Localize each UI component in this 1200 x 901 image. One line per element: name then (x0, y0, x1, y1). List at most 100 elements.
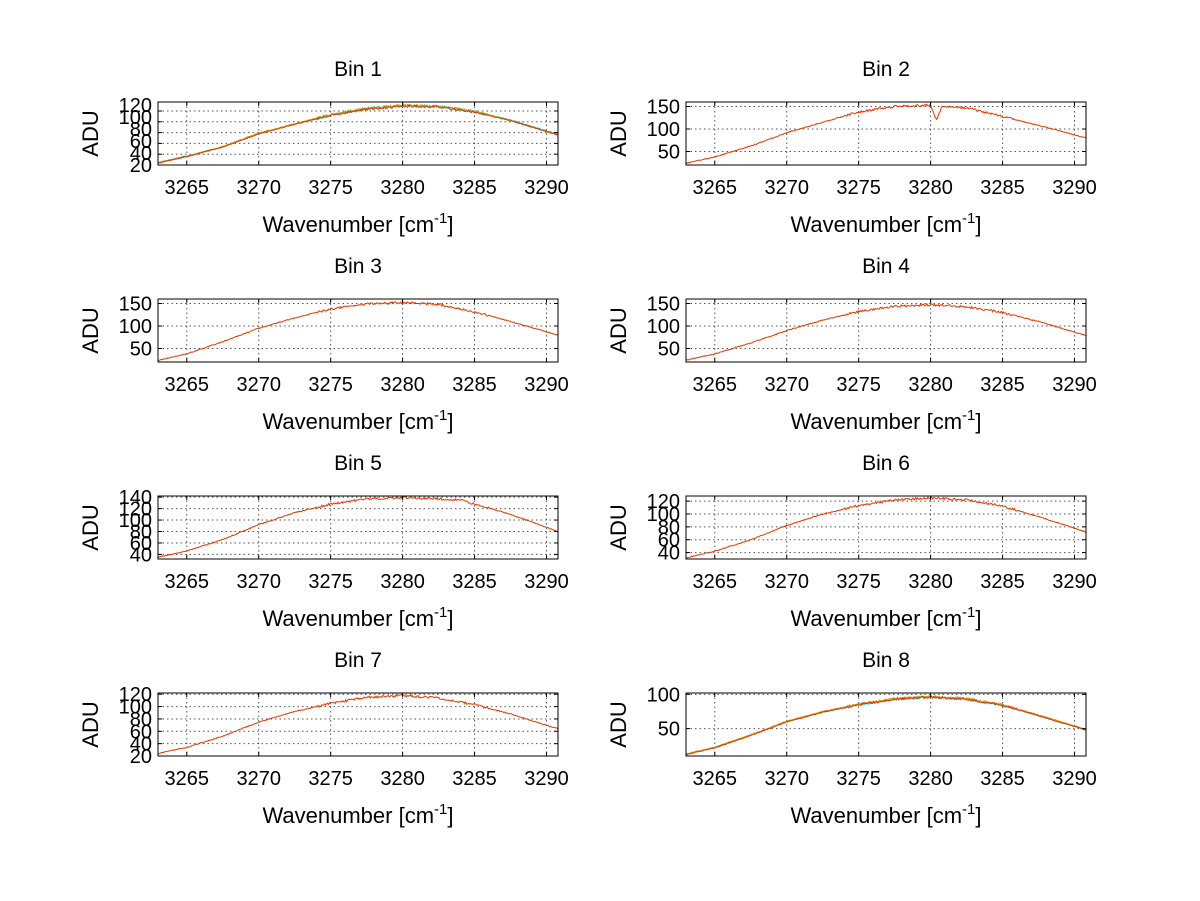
axes-box (685, 495, 1087, 560)
x-axis-label-end: ] (447, 212, 453, 237)
series-line-1 (685, 302, 1087, 361)
x-axis-label: Wavenumber [cm-1] (262, 801, 453, 828)
y-tick-label: 80 (130, 119, 152, 141)
chart-title: Bin 4 (862, 255, 910, 278)
x-tick-label: 3290 (524, 571, 569, 593)
x-tick-label: 3270 (236, 374, 281, 396)
x-axis-label-superscript: -1 (434, 801, 447, 818)
x-axis-label-superscript: -1 (962, 210, 975, 227)
series-line-1 (157, 693, 559, 755)
y-tick-label: 120 (119, 684, 152, 706)
x-tick-label: 3280 (908, 374, 953, 396)
x-tick-label: 3285 (452, 374, 497, 396)
chart-title: Bin 5 (334, 452, 382, 475)
plot-area (686, 693, 1086, 756)
x-axis-label-text: Wavenumber [cm (790, 803, 962, 828)
x-axis-label-superscript: -1 (434, 210, 447, 227)
plot-area (158, 693, 558, 756)
x-axis-label-end: ] (447, 409, 453, 434)
x-axis-label-end: ] (975, 803, 981, 828)
y-tick-label: 80 (658, 517, 680, 539)
x-tick-label: 3285 (452, 571, 497, 593)
x-axis-label-end: ] (447, 803, 453, 828)
x-tick-label: 3275 (836, 177, 881, 199)
x-axis-label: Wavenumber [cm-1] (790, 407, 981, 434)
x-tick-label: 3275 (308, 177, 353, 199)
y-tick-label: 40 (130, 544, 152, 566)
y-tick-label: 50 (658, 719, 680, 741)
x-tick-label: 3265 (165, 571, 210, 593)
y-tick-label: 50 (658, 339, 680, 361)
y-tick-label: 120 (647, 491, 680, 513)
x-tick-label: 3285 (980, 768, 1025, 790)
x-axis-label-text: Wavenumber [cm (262, 212, 434, 237)
plot-area (158, 496, 558, 559)
x-tick-label: 3285 (980, 571, 1025, 593)
x-tick-label: 3275 (308, 374, 353, 396)
y-axis-label: ADU (606, 701, 631, 747)
y-tick-label: 100 (647, 684, 680, 706)
x-tick-label: 3265 (693, 768, 738, 790)
x-tick-label: 3280 (908, 768, 953, 790)
y-tick-label: 80 (130, 522, 152, 544)
y-axis-label: ADU (606, 110, 631, 156)
x-axis-label-superscript: -1 (434, 407, 447, 424)
x-tick-label: 3270 (236, 571, 281, 593)
x-axis-label: Wavenumber [cm-1] (262, 407, 453, 434)
y-axis-label: ADU (78, 110, 103, 156)
x-axis-label-end: ] (975, 606, 981, 631)
x-axis-label-superscript: -1 (962, 604, 975, 621)
series-line-1 (685, 103, 1087, 165)
y-tick-label: 100 (119, 510, 152, 532)
chart-panel-8: 3265 3270 3275 3280 3285 3290 50 100 Bin 8 Wavenu… (606, 649, 1097, 828)
axes-box (157, 495, 559, 560)
x-tick-label: 3265 (165, 374, 210, 396)
x-tick-label: 3290 (524, 768, 569, 790)
x-tick-label: 3270 (764, 571, 809, 593)
plot-area (686, 102, 1086, 165)
y-tick-label: 60 (658, 530, 680, 552)
y-tick-label: 100 (647, 316, 680, 338)
x-tick-label: 3285 (452, 177, 497, 199)
x-axis-label-text: Wavenumber [cm (262, 606, 434, 631)
x-tick-label: 3275 (308, 571, 353, 593)
series-line-1 (157, 496, 559, 559)
chart-title: Bin 3 (334, 255, 382, 278)
x-axis-label-end: ] (975, 409, 981, 434)
x-axis-label-text: Wavenumber [cm (790, 409, 962, 434)
x-axis-label-superscript: -1 (962, 801, 975, 818)
x-axis-label: Wavenumber [cm-1] (790, 604, 981, 631)
x-tick-label: 3270 (764, 768, 809, 790)
plot-area (158, 299, 558, 362)
plot-area (686, 496, 1086, 559)
x-tick-label: 3290 (1052, 374, 1097, 396)
y-tick-label: 40 (130, 734, 152, 756)
y-tick-label: 100 (119, 697, 152, 719)
x-tick-label: 3285 (980, 177, 1025, 199)
x-tick-label: 3275 (836, 374, 881, 396)
x-tick-label: 3280 (380, 571, 425, 593)
y-axis-label: ADU (78, 701, 103, 747)
x-tick-label: 3275 (836, 768, 881, 790)
y-axis-label: ADU (78, 504, 103, 550)
x-axis-label: Wavenumber [cm-1] (262, 210, 453, 237)
x-tick-label: 3280 (380, 374, 425, 396)
x-tick-label: 3285 (452, 768, 497, 790)
plot-area (686, 299, 1086, 362)
x-axis-label-text: Wavenumber [cm (790, 606, 962, 631)
x-tick-label: 3290 (1052, 177, 1097, 199)
y-tick-label: 40 (658, 543, 680, 565)
x-axis-label-superscript: -1 (962, 407, 975, 424)
x-tick-label: 3265 (693, 177, 738, 199)
y-tick-label: 20 (130, 746, 152, 768)
y-tick-label: 20 (130, 155, 152, 177)
x-axis-label-superscript: -1 (434, 604, 447, 621)
y-axis-label: ADU (78, 307, 103, 353)
x-axis-label-text: Wavenumber [cm (790, 212, 962, 237)
